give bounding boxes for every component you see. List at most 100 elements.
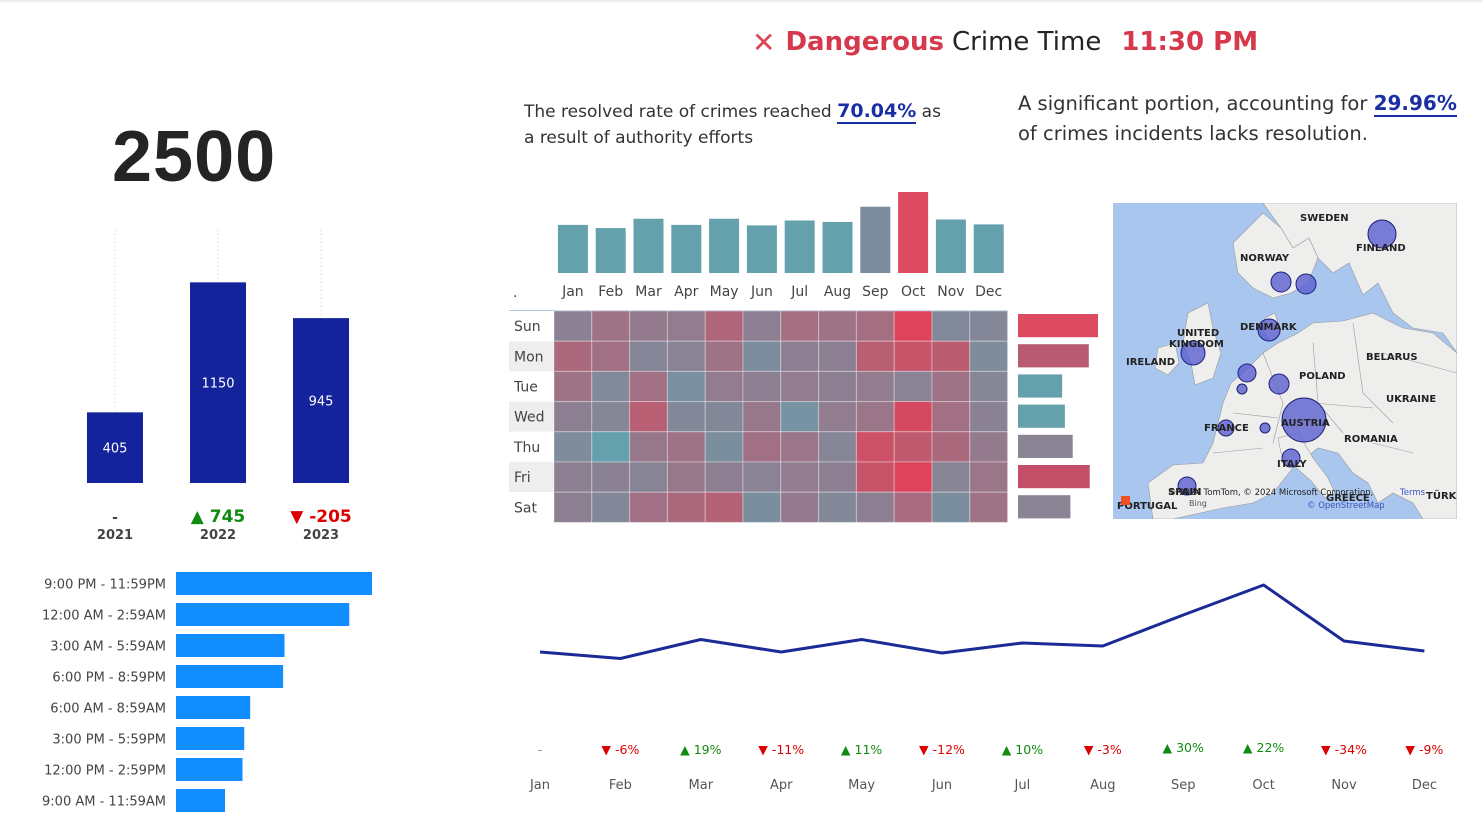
map-crime-bubble[interactable]	[1270, 271, 1292, 293]
heatmap-cell[interactable]	[855, 491, 895, 523]
heatmap-cell[interactable]	[553, 370, 593, 403]
heatmap-cell[interactable]	[553, 491, 593, 523]
month-column-May[interactable]	[709, 218, 740, 273]
heatmap-cell[interactable]	[780, 431, 820, 463]
heatmap-cell[interactable]	[855, 340, 895, 372]
month-column-Jul[interactable]	[784, 220, 815, 273]
heatmap-row-total-bar[interactable]	[1018, 465, 1090, 489]
month-column-Nov[interactable]	[935, 219, 966, 273]
year-bar-2023[interactable]	[293, 318, 349, 483]
map-crime-bubble[interactable]	[1268, 373, 1290, 395]
heatmap-cell[interactable]	[780, 340, 820, 372]
heatmap-cell[interactable]	[629, 491, 668, 523]
month-column-Apr[interactable]	[671, 224, 702, 273]
heatmap-cell[interactable]	[629, 340, 668, 372]
heatmap-cell[interactable]	[893, 310, 933, 342]
time-slot-bar[interactable]	[176, 758, 243, 781]
heatmap-cell[interactable]	[969, 461, 1009, 493]
month-column-Jun[interactable]	[746, 225, 777, 273]
map-crime-bubble[interactable]	[1180, 340, 1206, 366]
heatmap-cell[interactable]	[855, 370, 895, 403]
heatmap-cell[interactable]	[591, 340, 631, 372]
heatmap-row-total-bar[interactable]	[1018, 374, 1063, 398]
heatmap-cell[interactable]	[666, 491, 706, 523]
heatmap-cell[interactable]	[704, 370, 744, 403]
heatmap-cell[interactable]	[893, 431, 933, 463]
heatmap-cell[interactable]	[629, 370, 668, 403]
heatmap-cell[interactable]	[591, 431, 631, 463]
heatmap-cell[interactable]	[855, 461, 895, 493]
time-slot-bar[interactable]	[176, 603, 350, 626]
map-crime-bubble[interactable]	[1281, 397, 1327, 443]
heatmap-cell[interactable]	[629, 310, 668, 342]
heatmap-cell[interactable]	[969, 370, 1009, 403]
heatmap-cell[interactable]	[931, 401, 971, 433]
month-column-Feb[interactable]	[595, 228, 626, 273]
heatmap-cell[interactable]	[704, 431, 744, 463]
heatmap-cell[interactable]	[629, 431, 668, 463]
map-crime-bubble[interactable]	[1217, 419, 1235, 437]
trend-line[interactable]	[539, 583, 1425, 660]
heatmap-cell[interactable]	[893, 401, 933, 433]
heatmap-cell[interactable]	[704, 401, 744, 433]
heatmap-cell[interactable]	[629, 401, 668, 433]
heatmap-cell[interactable]	[818, 431, 857, 463]
heatmap-cell[interactable]	[855, 401, 895, 433]
heatmap-cell[interactable]	[780, 370, 820, 403]
heatmap-cell[interactable]	[666, 401, 706, 433]
heatmap-cell[interactable]	[666, 310, 706, 342]
time-slot-bar[interactable]	[176, 634, 285, 657]
heatmap-cell[interactable]	[666, 370, 706, 403]
heatmap-cell[interactable]	[893, 370, 933, 403]
year-bar-2022[interactable]	[190, 282, 246, 483]
map-crime-bubble[interactable]	[1177, 476, 1197, 496]
heatmap-row-total-bar[interactable]	[1018, 404, 1065, 428]
heatmap-cell[interactable]	[553, 431, 593, 463]
heatmap-cell[interactable]	[666, 431, 706, 463]
heatmap-cell[interactable]	[704, 461, 744, 493]
map-crime-bubble[interactable]	[1257, 318, 1281, 342]
heatmap-cell[interactable]	[969, 431, 1009, 463]
heatmap-cell[interactable]	[969, 340, 1009, 372]
heatmap-cell[interactable]	[893, 461, 933, 493]
heatmap-cell[interactable]	[818, 370, 857, 403]
heatmap-cell[interactable]	[742, 370, 782, 403]
heatmap-cell[interactable]	[591, 401, 631, 433]
heatmap-cell[interactable]	[855, 431, 895, 463]
heatmap-cell[interactable]	[553, 340, 593, 372]
year-bar-2021[interactable]	[87, 412, 143, 483]
heatmap-cell[interactable]	[818, 461, 857, 493]
heatmap-cell[interactable]	[591, 461, 631, 493]
time-slot-bar[interactable]	[176, 789, 225, 812]
heatmap-cell[interactable]	[931, 340, 971, 372]
heatmap-row-total-bar[interactable]	[1018, 495, 1071, 519]
heatmap-cell[interactable]	[969, 491, 1009, 523]
heatmap-cell[interactable]	[666, 340, 706, 372]
month-column-Dec[interactable]	[973, 224, 1004, 273]
heatmap-cell[interactable]	[742, 431, 782, 463]
heatmap-cell[interactable]	[742, 491, 782, 523]
heatmap-cell[interactable]	[969, 401, 1009, 433]
crime-map[interactable]: SWEDEN NORWAY FINLAND UNITED KINGDOM DENMARK I…	[1113, 203, 1457, 519]
month-column-Jan[interactable]	[557, 224, 588, 273]
heatmap-cell[interactable]	[553, 401, 593, 433]
heatmap-cell[interactable]	[931, 370, 971, 403]
heatmap-cell[interactable]	[591, 491, 631, 523]
heatmap-cell[interactable]	[742, 310, 782, 342]
heatmap-cell[interactable]	[742, 340, 782, 372]
heatmap-cell[interactable]	[780, 491, 820, 523]
heatmap-row-total-bar[interactable]	[1018, 434, 1073, 458]
heatmap-row-total-bar[interactable]	[1018, 344, 1089, 368]
time-slot-bar[interactable]	[176, 727, 245, 750]
heatmap-cell[interactable]	[704, 340, 744, 372]
heatmap-cell[interactable]	[931, 431, 971, 463]
month-column-Sep[interactable]	[860, 206, 891, 273]
map-crime-bubble[interactable]	[1259, 422, 1271, 434]
map-crime-bubble[interactable]	[1236, 383, 1248, 395]
map-crime-bubble[interactable]	[1237, 363, 1257, 383]
heatmap-cell[interactable]	[780, 401, 820, 433]
heatmap-cell[interactable]	[893, 491, 933, 523]
heatmap-cell[interactable]	[969, 310, 1009, 342]
month-column-Aug[interactable]	[822, 221, 853, 273]
